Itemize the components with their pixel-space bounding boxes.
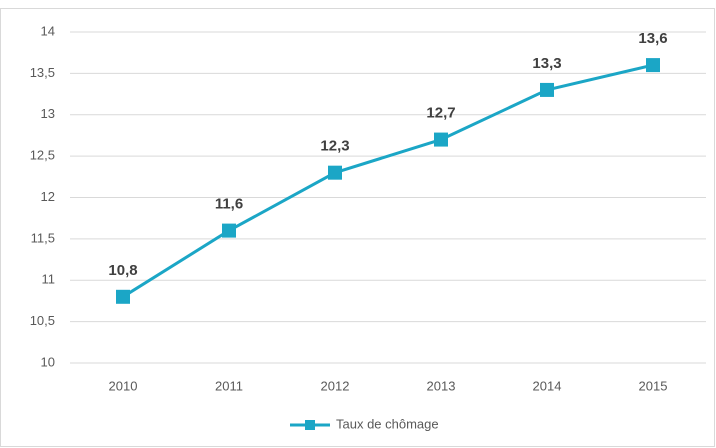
marker [646, 58, 660, 73]
y-tick-label: 12 [41, 189, 55, 204]
data-label: 10,8 [108, 262, 137, 279]
data-label: 12,3 [320, 138, 349, 155]
data-label: 11,6 [215, 196, 243, 213]
x-tick-label: 2011 [215, 378, 243, 393]
y-tick-label: 10,5 [30, 313, 55, 328]
y-tick-label: 13 [41, 106, 55, 121]
x-tick-label: 2010 [109, 378, 138, 393]
y-tick-label: 14 [41, 23, 55, 38]
marker [540, 82, 554, 97]
legend-label: Taux de chômage [336, 416, 439, 431]
data-label: 12,7 [426, 105, 455, 122]
marker [328, 165, 342, 180]
line [122, 63, 654, 299]
y-tick-label: 12,5 [30, 148, 55, 163]
x-tick-label: 2012 [321, 378, 350, 393]
y-tick-label: 11,5 [31, 230, 55, 245]
x-tick-label: 2014 [533, 378, 562, 393]
chart-frame [0, 8, 715, 447]
x-tick-label: 2013 [427, 378, 456, 393]
y-tick-label: 11 [42, 272, 56, 287]
x-tick-label: 2015 [639, 378, 668, 393]
marker [222, 223, 236, 238]
y-tick-label: 13,5 [30, 65, 55, 80]
data-label: 13,3 [532, 55, 561, 72]
legend-marker [305, 420, 315, 430]
y-tick-label: 10 [41, 354, 55, 369]
data-label: 13,6 [638, 30, 667, 47]
marker [116, 289, 130, 304]
marker [434, 132, 448, 147]
